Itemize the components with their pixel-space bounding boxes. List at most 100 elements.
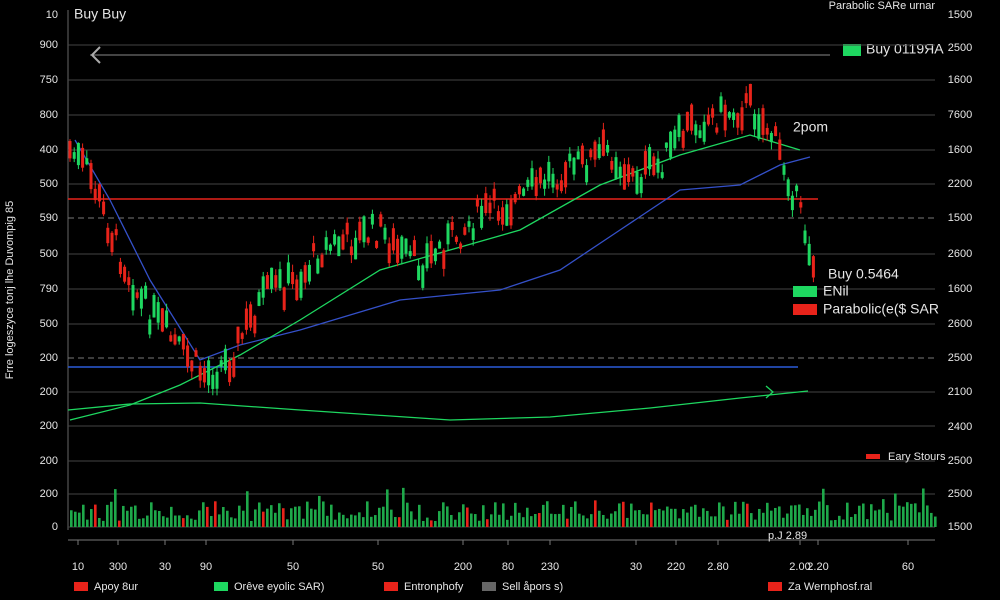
- candle-body: [454, 236, 458, 242]
- candle-body: [303, 265, 307, 283]
- candle-body: [387, 243, 391, 264]
- volume-bar: [602, 514, 605, 527]
- volume-bar: [378, 507, 381, 527]
- candle-body: [795, 185, 799, 192]
- volume-bar: [342, 514, 345, 527]
- volume-bar: [626, 517, 629, 527]
- candle-body: [345, 222, 349, 235]
- volume-bar: [870, 504, 873, 527]
- candle-body: [538, 167, 542, 184]
- buy-mid-label: Buy 0.5464: [828, 266, 899, 282]
- right-axis-label: 2200: [948, 178, 972, 190]
- candle-body: [618, 166, 622, 178]
- volume-bar: [642, 514, 645, 527]
- volume-bar: [702, 508, 705, 527]
- volume-bar: [606, 518, 609, 527]
- candle-body: [240, 333, 244, 339]
- candle-body: [265, 275, 269, 289]
- candle-body: [706, 114, 710, 125]
- volume-bar: [466, 507, 469, 527]
- volume-bar: [118, 520, 121, 527]
- candle-body: [522, 188, 526, 196]
- volume-bar: [554, 514, 557, 527]
- x-axis-label: 300: [109, 561, 127, 573]
- candle-body: [450, 222, 454, 230]
- candle-body: [467, 221, 471, 227]
- candle-body: [396, 238, 400, 263]
- candle-body: [232, 357, 236, 377]
- candle-body: [375, 240, 379, 248]
- volume-bar: [562, 504, 565, 527]
- volume-bar: [102, 520, 105, 527]
- blue-line: [74, 139, 811, 361]
- candle-body: [765, 127, 769, 135]
- volume-bar: [934, 516, 937, 527]
- volume-bar: [386, 489, 389, 527]
- candle-body: [803, 230, 807, 244]
- volume-bar: [294, 506, 297, 527]
- volume-bar: [754, 519, 757, 527]
- volume-bar: [298, 506, 301, 527]
- volume-bar: [918, 512, 921, 527]
- candle-body: [370, 213, 374, 225]
- candle-body: [131, 285, 135, 311]
- volume-bar: [898, 505, 901, 527]
- candle-body: [152, 295, 156, 318]
- candle-body: [568, 153, 572, 162]
- candle-body: [312, 243, 316, 252]
- volume-bar: [594, 500, 597, 527]
- curve-arrow: [765, 385, 774, 399]
- candle-body: [580, 145, 584, 165]
- candle-body: [291, 272, 295, 285]
- right-axis-label: 2500: [948, 42, 972, 54]
- volume-bar: [90, 509, 93, 527]
- bottom-legend-swatch: [768, 582, 782, 591]
- volume-bar: [478, 520, 481, 527]
- candle-body: [144, 285, 148, 299]
- candle-body: [753, 113, 757, 130]
- volume-bar: [654, 510, 657, 527]
- candle-body: [207, 360, 211, 386]
- right-axis-label: 2500: [948, 488, 972, 500]
- volume-bar: [874, 510, 877, 527]
- x-axis-label: 2.20: [807, 561, 828, 573]
- candle-body: [282, 287, 286, 310]
- candle-body: [639, 177, 643, 194]
- candle-body: [610, 160, 614, 170]
- right-axis-label: 2600: [948, 248, 972, 260]
- candle-body: [177, 336, 181, 342]
- volume-bar: [314, 509, 317, 527]
- bottom-legend-swatch: [482, 582, 496, 591]
- volume-bar: [774, 507, 777, 527]
- volume-bar: [442, 502, 445, 527]
- left-axis-label: 500: [40, 248, 58, 260]
- volume-bar: [846, 502, 849, 527]
- volume-bar: [178, 515, 181, 527]
- volume-bar: [910, 503, 913, 527]
- volume-bar: [782, 517, 785, 527]
- volume-bar: [354, 515, 357, 527]
- candle-body: [333, 234, 337, 245]
- back-arrow[interactable]: [90, 46, 101, 64]
- volume-bar: [854, 514, 857, 527]
- x-axis-label: 200: [454, 561, 472, 573]
- volume-bar: [666, 506, 669, 527]
- candle-body: [223, 348, 227, 371]
- candle-body: [139, 288, 143, 309]
- candle-body: [412, 240, 416, 257]
- candle-body: [501, 207, 505, 225]
- volume-bar: [98, 517, 101, 527]
- volume-bar: [550, 513, 553, 527]
- volume-bar: [526, 507, 529, 527]
- bottom-legend-swatch: [214, 582, 228, 591]
- volume-bar: [182, 518, 185, 527]
- volume-bar: [306, 501, 309, 527]
- candle-body: [270, 267, 274, 289]
- left-axis-label: 790: [40, 283, 58, 295]
- left-axis-label: 200: [40, 386, 58, 398]
- candle-body: [475, 198, 479, 207]
- volume-bar: [798, 504, 801, 527]
- volume-bar: [718, 502, 721, 527]
- left-axis-label: 400: [40, 144, 58, 156]
- volume-bar: [694, 504, 697, 527]
